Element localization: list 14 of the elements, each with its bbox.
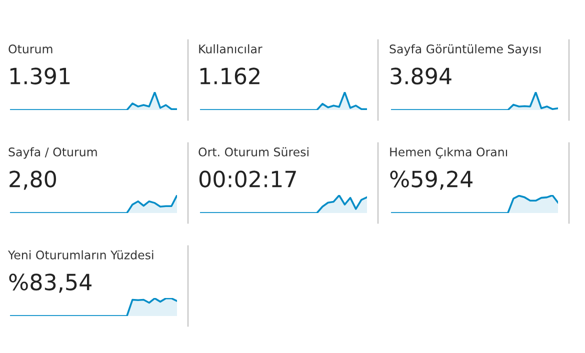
chart-title: Ort. Oturum Süresi — [198, 147, 308, 156]
chart-title: Sayfa Görüntüleme Sayısı — [390, 44, 541, 56]
chart-subtitle: 3.894 — [390, 68, 452, 84]
chart-subtitle: 00:02:17 — [199, 170, 296, 188]
chart-title: Kullanıcılar — [199, 44, 262, 54]
chart-title: Yeni Oturumların Yüzdesi — [8, 250, 154, 260]
chart-subtitle: 2,80 — [10, 170, 56, 190]
chart-title: Hemen Çıkma Oranı — [390, 147, 508, 159]
chart-title: Oturum — [8, 44, 52, 54]
chart-title: Sayfa / Oturum — [8, 147, 97, 159]
chart-subtitle: 1.391 — [10, 68, 70, 84]
chart-subtitle: %59,24 — [390, 170, 472, 190]
chart-subtitle: %83,54 — [9, 274, 92, 293]
chart-subtitle: 1.162 — [200, 68, 260, 84]
